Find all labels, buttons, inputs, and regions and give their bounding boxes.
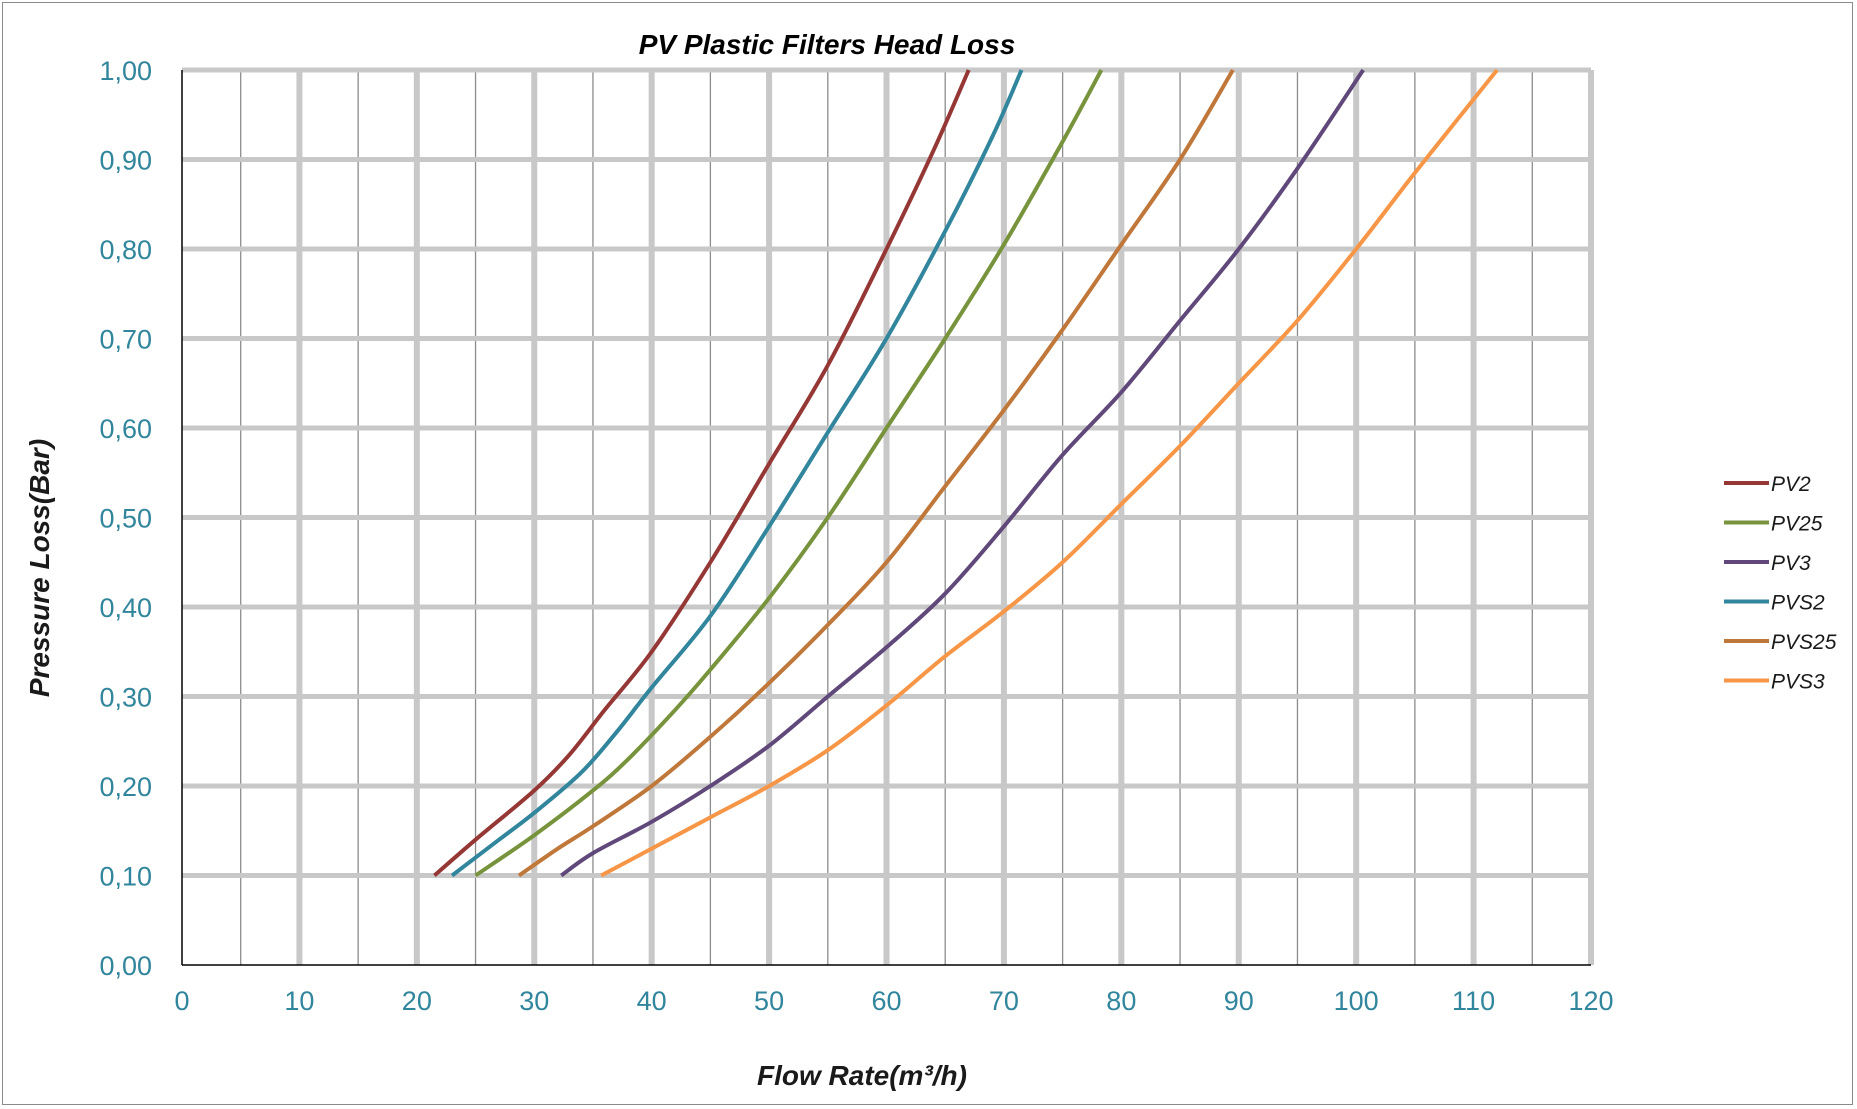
x-axis-title: Flow Rate(m³/h) [757,1060,967,1091]
x-tick-label: 30 [519,986,549,1016]
series-line-pvs25 [517,68,1235,878]
y-tick-label: 0,60 [99,414,152,444]
x-tick-label: 0 [174,986,189,1016]
y-axis-title: Pressure Loss(Bar) [24,439,55,697]
x-tick-label: 90 [1224,986,1254,1016]
y-tick-label: 0,40 [99,593,152,623]
series-line-pvs3 [600,68,1499,878]
x-tick-label: 80 [1106,986,1136,1016]
legend-label-pvs2: PVS2 [1771,592,1825,615]
x-tick-label: 70 [989,986,1019,1016]
x-tick-label: 40 [637,986,667,1016]
legend-label-pv25: PV25 [1771,513,1823,536]
x-tick-label: 50 [754,986,784,1016]
x-tick-label: 120 [1568,986,1613,1016]
y-tick-label: 0,20 [99,772,152,802]
x-tick-label: 10 [284,986,314,1016]
series-line-pv2 [433,69,971,878]
x-tick-label: 110 [1452,986,1495,1016]
series-line-pv3 [560,68,1365,878]
y-tick-label: 0,70 [99,325,152,355]
y-tick-label: 0,10 [99,862,152,892]
legend-label-pvs3: PVS3 [1771,671,1825,694]
y-tick-label: 0,00 [99,951,152,981]
series-line-pvs2 [450,69,1024,878]
x-tick-label: 100 [1334,986,1379,1016]
y-tick-label: 0,50 [99,504,152,534]
x-tick-labels: 0 10 20 30 40 50 60 70 80 90 100 110 120 [174,986,1613,1016]
y-tick-label: 1,00 [99,56,152,86]
y-tick-label: 0,30 [99,683,152,713]
legend-label-pv3: PV3 [1771,552,1811,575]
x-tick-label: 20 [402,986,432,1016]
grid [182,67,1594,965]
legend-label-pv2: PV2 [1771,473,1811,496]
legend-label-pvs25: PVS25 [1771,631,1837,654]
axes [181,70,1591,966]
y-tick-label: 0,90 [99,146,152,176]
x-tick-label: 60 [871,986,901,1016]
y-tick-labels: 0,00 0,10 0,20 0,30 0,40 0,50 0,60 0,70 0,80 0,90… [99,56,152,981]
series-line-pv25 [474,69,1104,878]
chart-title: PV Plastic Filters Head Loss [639,29,1016,60]
y-tick-label: 0,80 [99,235,152,265]
series-lines [433,68,1499,878]
legend: PV2 PV25 PV3 PVS2 PVS25 PVS3 [1724,473,1837,694]
